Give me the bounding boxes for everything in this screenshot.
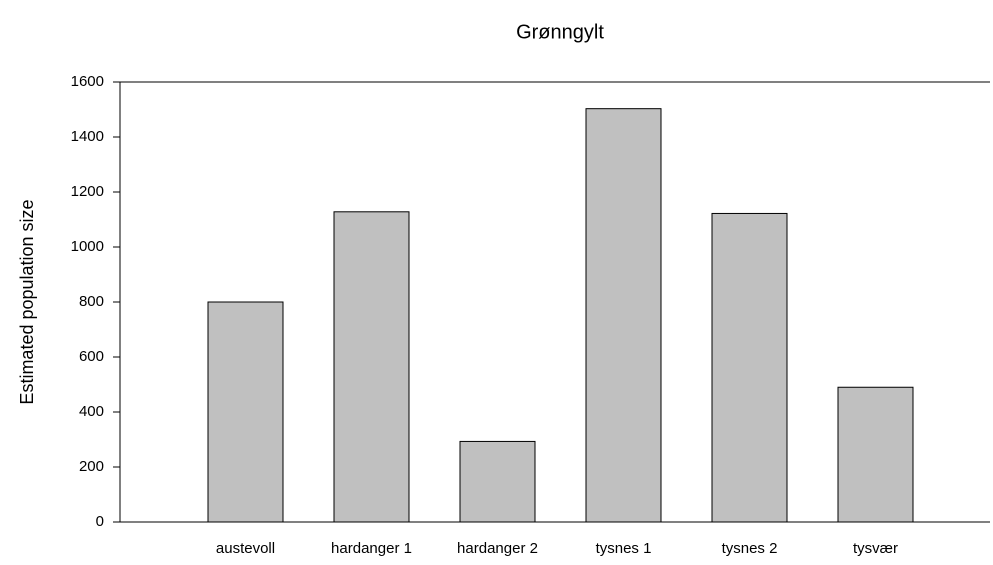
y-tick-label: 800: [79, 293, 104, 310]
y-axis-label: Estimated population size: [17, 199, 37, 404]
bar: [585, 108, 662, 523]
y-tick-label: 1400: [71, 128, 104, 145]
bar: [333, 211, 410, 523]
y-tick-label: 400: [79, 403, 104, 420]
y-tick-label: 0: [96, 513, 104, 530]
y-tick-label: 1200: [71, 183, 104, 200]
x-tick-label: tysvær: [853, 540, 898, 557]
x-tick-label: hardanger 1: [331, 540, 412, 557]
x-tick-label: tysnes 2: [722, 540, 778, 557]
bar: [459, 440, 536, 523]
y-tick-label: 1000: [71, 238, 104, 255]
bar: [711, 212, 788, 523]
bar: [207, 301, 284, 523]
bar: [837, 386, 914, 523]
chart-title: Grønngylt: [516, 21, 604, 43]
y-tick-label: 600: [79, 348, 104, 365]
x-tick-label: hardanger 2: [457, 540, 538, 557]
y-tick-label: 200: [79, 458, 104, 475]
x-tick-label: austevoll: [216, 540, 275, 557]
x-tick-label: tysnes 1: [596, 540, 652, 557]
y-tick-label: 1600: [71, 73, 104, 90]
